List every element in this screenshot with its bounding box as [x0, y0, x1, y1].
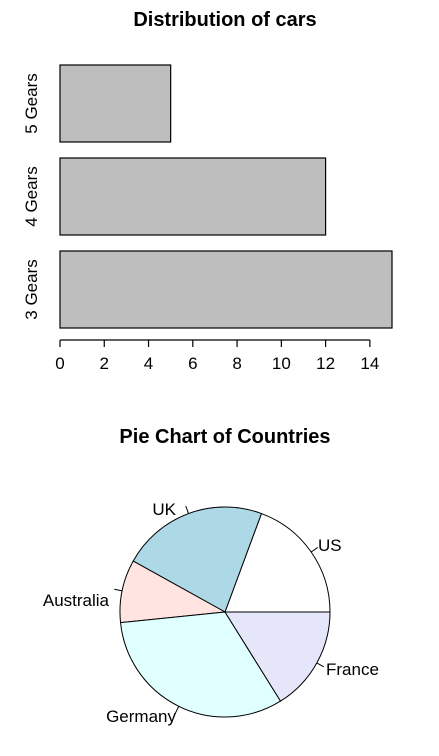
bar-chart: 3 Gears 4 Gears 5 Gears 0 2 4 6 8 10 12 14: [22, 64, 393, 373]
x-tick-label: 0: [55, 354, 64, 373]
pie-leader-line: [310, 547, 319, 553]
pie-chart: US UK Australia Germany France: [43, 500, 379, 726]
x-tick-label: 4: [144, 354, 153, 373]
bar-4-gears: [59, 157, 327, 236]
category-label: 4 Gears: [22, 166, 41, 226]
pie-label-france: France: [326, 660, 379, 679]
pie-chart-title: Pie Chart of Countries: [119, 426, 330, 448]
pie-label-uk: UK: [152, 500, 176, 519]
pie-slice-us: [224, 512, 331, 613]
category-label: 3 Gears: [22, 259, 41, 319]
pie-slice-uk: [132, 506, 263, 613]
pie-label-us: US: [318, 536, 342, 555]
x-tick-label: 8: [232, 354, 241, 373]
bar-chart-title: Distribution of cars: [133, 9, 316, 31]
x-tick-label: 14: [360, 354, 379, 373]
x-tick-label: 2: [100, 354, 109, 373]
pie-leader-line: [174, 706, 180, 714]
bar-5-gears: [59, 64, 172, 143]
bar-3-gears: [59, 250, 393, 329]
pie-label-australia: Australia: [43, 591, 110, 610]
pie-leader-line: [316, 662, 325, 668]
pie-slice-germany: [119, 611, 282, 718]
category-label: 5 Gears: [22, 73, 41, 133]
pie-label-germany: Germany: [106, 707, 176, 726]
x-tick-label: 12: [316, 354, 335, 373]
pie-leader-line: [114, 588, 123, 592]
x-tick-label: 10: [272, 354, 291, 373]
pie-slice-france: [224, 611, 331, 702]
pie-leader-line: [185, 505, 190, 514]
x-tick-label: 6: [188, 354, 197, 373]
